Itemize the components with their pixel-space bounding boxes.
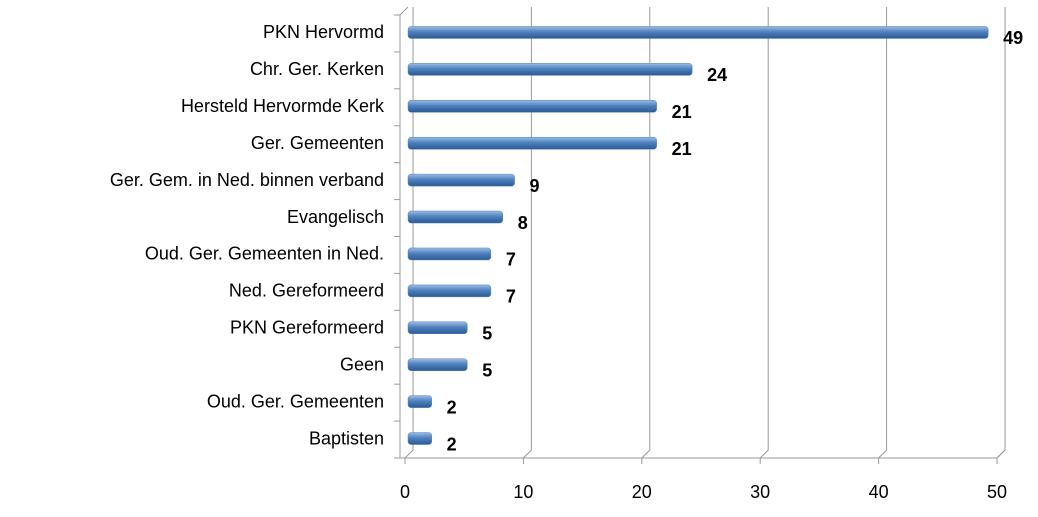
value-label: 24 bbox=[707, 65, 727, 85]
x-tick-label: 10 bbox=[513, 482, 533, 502]
y-tick-label: Baptisten bbox=[309, 428, 384, 448]
x-tick-label: 30 bbox=[750, 482, 770, 502]
y-tick-label: Evangelisch bbox=[287, 207, 384, 227]
grid-line bbox=[878, 7, 888, 459]
value-label: 7 bbox=[506, 250, 516, 270]
value-label: 5 bbox=[482, 360, 492, 380]
y-tick-label: PKN Gereformeerd bbox=[230, 318, 384, 338]
value-label: 21 bbox=[672, 139, 692, 159]
y-tick-label: Ger. Gem. in Ned. binnen verband bbox=[110, 170, 384, 190]
grid-line bbox=[996, 7, 1006, 459]
value-label: 8 bbox=[518, 213, 528, 233]
bar bbox=[407, 100, 657, 113]
x-tick-label: 50 bbox=[987, 482, 1007, 502]
grid-line bbox=[404, 7, 414, 459]
value-label: 5 bbox=[482, 324, 492, 344]
value-label: 2 bbox=[447, 397, 457, 417]
grid-line bbox=[523, 7, 532, 459]
grid-line bbox=[641, 7, 651, 459]
bar bbox=[407, 26, 989, 39]
axis-line bbox=[399, 6, 409, 16]
bar bbox=[407, 321, 468, 335]
bar bbox=[407, 358, 468, 371]
bar bbox=[407, 432, 432, 445]
y-tick-label: PKN Hervormd bbox=[263, 22, 384, 42]
value-label: 21 bbox=[672, 102, 692, 122]
bar bbox=[407, 173, 515, 187]
x-tick-label: 20 bbox=[632, 482, 652, 502]
y-tick-label: Ned. Gereformeerd bbox=[229, 281, 384, 301]
value-label: 9 bbox=[530, 176, 540, 196]
value-label: 2 bbox=[447, 434, 457, 454]
bar bbox=[407, 210, 503, 224]
bar bbox=[407, 63, 693, 76]
y-tick-label: Geen bbox=[340, 354, 384, 374]
value-label: 49 bbox=[1003, 28, 1023, 48]
value-label: 7 bbox=[506, 287, 516, 307]
bar bbox=[407, 395, 432, 408]
bar bbox=[407, 247, 492, 261]
y-tick-label: Oud. Ger. Gemeenten in Ned. bbox=[145, 244, 384, 264]
x-tick-label: 40 bbox=[869, 482, 889, 502]
x-tick-label: 0 bbox=[400, 482, 410, 502]
bar bbox=[407, 136, 657, 150]
y-tick-label: Ger. Gemeenten bbox=[251, 133, 384, 153]
grid-line bbox=[759, 7, 769, 459]
y-tick-label: Hersteld Hervormde Kerk bbox=[181, 96, 385, 116]
y-tick-label: Oud. Ger. Gemeenten bbox=[207, 391, 384, 411]
bar bbox=[407, 284, 492, 298]
y-tick-label: Chr. Ger. Kerken bbox=[250, 59, 384, 79]
